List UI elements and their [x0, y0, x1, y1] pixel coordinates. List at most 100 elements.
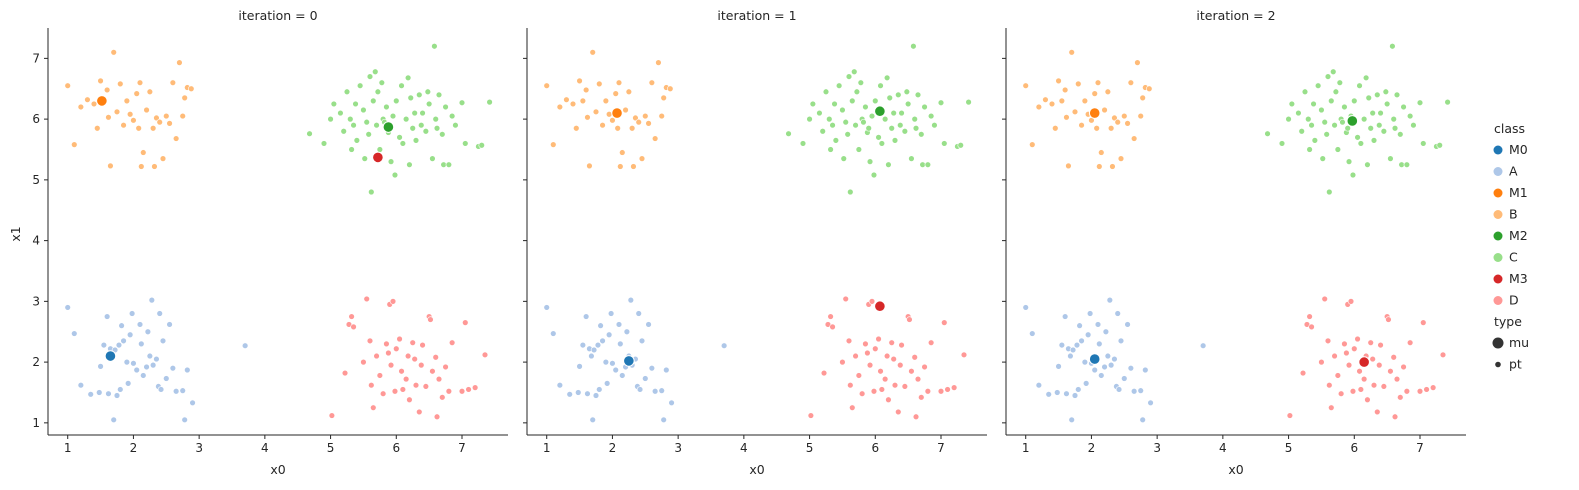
point-C	[881, 115, 889, 123]
point-A	[612, 366, 619, 374]
point-B	[110, 49, 117, 56]
point-B	[166, 120, 173, 127]
point-D	[406, 396, 413, 403]
point-D	[1429, 384, 1437, 391]
point-C	[1416, 99, 1424, 106]
point-D	[429, 368, 436, 375]
mu-M0	[1088, 353, 1101, 365]
point-D	[1367, 339, 1374, 346]
point-D	[921, 363, 928, 371]
point-A	[617, 340, 624, 348]
point-D	[1351, 345, 1358, 352]
point-A	[636, 386, 644, 393]
point-C	[826, 115, 833, 123]
point-B	[1029, 141, 1036, 148]
point-C	[1362, 74, 1370, 82]
point-C	[924, 161, 932, 168]
point-B	[1061, 86, 1069, 94]
point-D	[870, 388, 878, 395]
point-D	[1385, 316, 1392, 323]
y-tick-label: 2	[32, 355, 40, 369]
point-A	[140, 372, 147, 379]
point-B	[605, 111, 613, 118]
legend-label-C: C	[1509, 250, 1518, 265]
point-A	[1124, 321, 1131, 328]
point-B	[573, 125, 580, 132]
point-C	[852, 121, 859, 129]
mu-M1	[611, 107, 623, 119]
point-C	[348, 146, 355, 153]
point-C	[931, 121, 938, 129]
x-tick-label: 7	[458, 441, 466, 455]
point-A	[584, 390, 591, 397]
y-tick-label: 6	[32, 112, 40, 126]
legend-marker-D	[1493, 296, 1503, 305]
point-B	[602, 97, 610, 105]
point-B	[1063, 114, 1070, 121]
point-C	[396, 134, 403, 141]
point-A	[635, 310, 642, 317]
point-A	[87, 391, 94, 398]
point-B	[622, 106, 629, 114]
point-A	[1084, 331, 1092, 338]
point-D	[891, 381, 899, 389]
point-C	[398, 82, 405, 89]
point-D	[1380, 383, 1388, 390]
point-C	[911, 115, 918, 123]
point-B	[113, 108, 121, 116]
point-D	[911, 354, 918, 361]
point-D	[360, 358, 367, 366]
point-B	[159, 155, 167, 162]
point-A	[96, 389, 103, 396]
point-C	[1321, 118, 1328, 126]
point-C	[831, 100, 838, 108]
legend-marker-mu	[1492, 337, 1504, 349]
y-tick-label: 1	[32, 416, 40, 430]
point-C	[799, 140, 807, 147]
point-C	[912, 125, 920, 132]
x-tick-label: 2	[130, 441, 138, 455]
point-B	[1127, 79, 1135, 86]
point-C	[402, 115, 410, 123]
point-A	[1054, 389, 1061, 396]
point-C	[888, 125, 895, 132]
point-A	[663, 366, 670, 374]
point-C	[330, 100, 338, 108]
point-C	[439, 131, 446, 138]
point-A	[136, 321, 144, 328]
point-C	[829, 121, 836, 129]
point-C	[373, 121, 380, 129]
mu-M2	[382, 121, 395, 133]
point-D	[385, 349, 392, 357]
point-B	[1114, 118, 1121, 126]
point-C	[340, 128, 347, 135]
point-C	[1314, 82, 1322, 89]
legend-marker-M2	[1493, 231, 1503, 241]
point-B	[181, 94, 188, 102]
point-D	[1377, 341, 1384, 349]
legend-title-class: class	[1494, 121, 1525, 136]
point-C	[1393, 91, 1401, 99]
point-C	[897, 121, 904, 129]
point-D	[1349, 388, 1357, 395]
point-B	[1091, 90, 1098, 97]
point-A	[1035, 381, 1043, 389]
point-A	[77, 381, 85, 389]
point-D	[1328, 404, 1335, 411]
point-B	[1139, 94, 1146, 102]
point-D	[412, 381, 420, 389]
point-C	[372, 68, 379, 75]
point-D	[427, 316, 434, 323]
point-D	[398, 368, 405, 375]
point-B	[1107, 125, 1115, 132]
point-A	[1081, 358, 1089, 366]
legend-label-pt: pt	[1509, 357, 1522, 372]
point-C	[868, 112, 876, 120]
point-A	[596, 386, 603, 393]
point-C	[1389, 43, 1396, 50]
point-D	[868, 298, 876, 305]
point-C	[919, 161, 926, 168]
point-D	[881, 375, 889, 383]
point-C	[424, 88, 432, 95]
point-A	[130, 360, 137, 367]
